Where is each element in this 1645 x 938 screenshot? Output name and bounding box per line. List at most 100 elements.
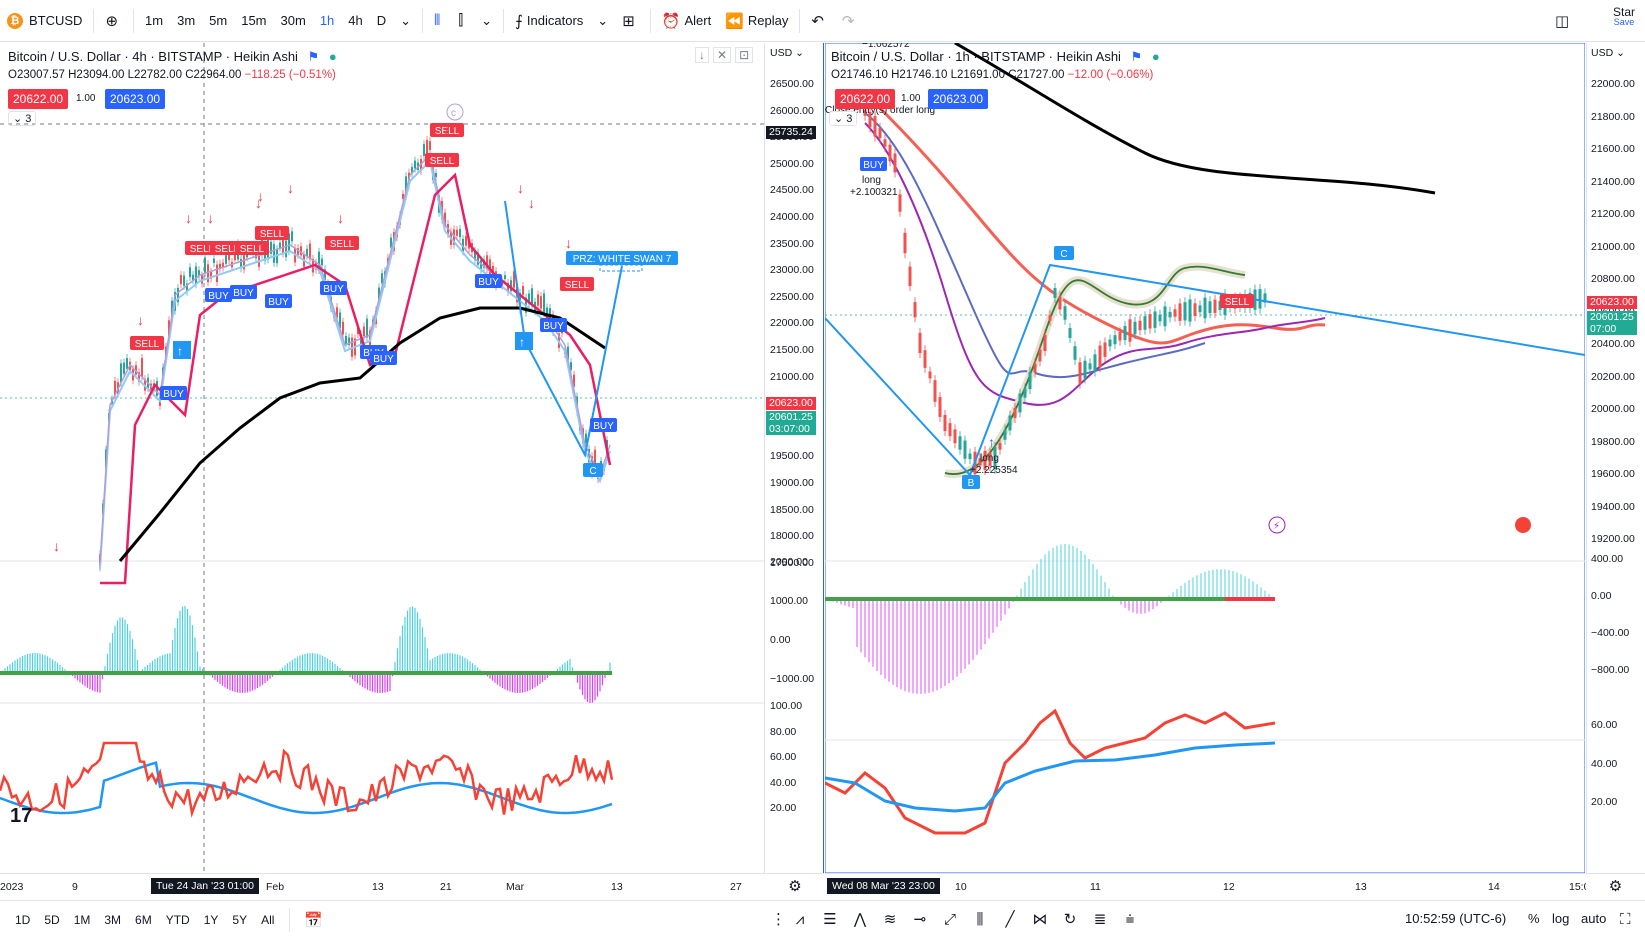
close-icon[interactable]: ✕ (713, 47, 732, 63)
chevron-down-icon: ⌄ (481, 12, 493, 28)
fib-channel-icon[interactable]: ⩧ (1125, 910, 1135, 928)
left-buy-signal-bg (205, 288, 232, 302)
left-sell-price-button[interactable]: 20622.00 (8, 89, 69, 109)
range-3m[interactable]: 3M (104, 912, 122, 927)
range-5d[interactable]: 5D (44, 912, 60, 927)
left-spread: 1.00 (76, 93, 96, 104)
left-candle (282, 239, 284, 254)
bar-style-button[interactable]: ⫴ (427, 0, 451, 42)
lines-icon[interactable]: ☰ (823, 911, 837, 928)
xabcd-pattern-icon[interactable]: ⩘ (795, 910, 805, 928)
star-save-button[interactable]: Star Save (1613, 6, 1635, 27)
interval-3m[interactable]: 3m (177, 13, 196, 28)
right-candle (983, 450, 987, 471)
range-1y[interactable]: 1Y (203, 912, 219, 927)
left-rsi-tick: 40.00 (770, 776, 797, 789)
range-all[interactable]: All (261, 912, 275, 927)
right-price-tick: 20000.00 (1591, 403, 1635, 415)
symbol-search[interactable]: ₿ BTCUSD (0, 0, 89, 42)
left-candle (345, 335, 347, 344)
chart-type-dropdown[interactable]: ⌄ (474, 0, 499, 42)
left-collapse-indicators[interactable]: ⌄ 3 (8, 111, 37, 126)
candle-style-button[interactable]: ⫿ (451, 0, 474, 42)
left-rsi-red (0, 741, 614, 818)
compare-button[interactable]: ⊕ (98, 0, 129, 42)
interval-1h[interactable]: 1h (319, 13, 335, 28)
right-chart-pane[interactable]: B C SELL BUY Close entry(s) order long −1.062… (825, 43, 1585, 873)
left-up-arrow-bg (173, 341, 191, 359)
interval-30m[interactable]: 30m (280, 13, 306, 28)
right-long1-text: long (862, 175, 881, 186)
trend-line-icon[interactable]: ⤢ (943, 910, 956, 928)
left-buy-signal-text: BUY (543, 321, 564, 332)
left-down-arrow: ↓ (257, 188, 264, 204)
fib-spiral-icon[interactable]: ↻ (1063, 911, 1077, 928)
layout-button[interactable]: ⊞ (615, 0, 646, 42)
interval-4h[interactable]: 4h (348, 13, 363, 28)
right-sell-price-button[interactable]: 20622.00 (835, 89, 896, 109)
redo-button[interactable]: ↷ (835, 0, 866, 42)
head-shoulders-icon[interactable]: ⋈ (1032, 911, 1048, 928)
right-buy-price-button[interactable]: 20623.00 (928, 89, 989, 109)
date-range-button[interactable]: 📅 (294, 911, 333, 929)
calendar-icon: 📅 (304, 911, 324, 929)
line-tool-icon[interactable]: ╱ (1005, 911, 1015, 928)
right-candle (1063, 306, 1067, 320)
interval-d[interactable]: D (376, 13, 387, 28)
left-candle (141, 358, 143, 377)
layout-grid-icon: ⊞ (622, 12, 635, 30)
right-collapse-indicators[interactable]: ⌄ 3 (829, 111, 858, 126)
undo-button[interactable]: ↶ (804, 0, 835, 42)
left-buy-signal: BUY (265, 294, 292, 308)
layout-split-button[interactable]: ◫ (1548, 0, 1580, 42)
interval-5m[interactable]: 5m (209, 13, 228, 28)
left-candle (507, 282, 509, 293)
left-buy-signal-bg (475, 274, 502, 288)
clock-timezone[interactable]: 10:52:59 (UTC-6) (1405, 911, 1507, 926)
left-time-axis[interactable]: 2023 9 Feb 13 21 Mar 13 27 Tue 24 Jan '23 01:00 (0, 873, 765, 900)
interval-15m[interactable]: 15m (241, 13, 267, 28)
bitcoin-icon: ₿ (7, 12, 23, 29)
range-1m[interactable]: 1M (73, 912, 91, 927)
horizontal-ray-icon[interactable]: ⊸ (913, 911, 927, 928)
indicators-dropdown[interactable]: ⌄ (590, 0, 615, 42)
range-5y[interactable]: 5Y (232, 912, 248, 927)
right-price-tick: 19200.00 (1591, 533, 1635, 545)
left-candle (126, 358, 128, 369)
right-sell-signal-text: SELL (1225, 297, 1250, 308)
alert-button[interactable]: ⏰ Alert (655, 0, 718, 42)
curve-icon[interactable]: ≋ (883, 911, 897, 928)
replay-button[interactable]: ⏪ Replay (718, 0, 795, 42)
right-chart-canvas[interactable]: B C SELL BUY Close entry(s) order long −1.062… (825, 43, 1585, 873)
log-toggle[interactable]: log (1552, 911, 1570, 926)
right-time-axis[interactable]: 10 11 12 13 14 15:00 Wed 08 Mar '23 23:00 (825, 873, 1595, 900)
auto-toggle[interactable]: auto (1581, 911, 1607, 926)
right-currency-label[interactable]: USD ⌄ (1591, 47, 1625, 59)
abcd-pattern-icon[interactable]: ⋀ (853, 911, 867, 928)
interval-dropdown[interactable]: ⌄ (393, 0, 418, 42)
left-buy-price-button[interactable]: 20623.00 (105, 89, 166, 109)
left-candle (381, 273, 383, 284)
left-price-axis[interactable]: USD ⌄ 26500.0026000.0025500.0025000.0024… (766, 43, 824, 873)
drag-handle-icon[interactable]: ⋮ (771, 911, 786, 928)
parallel-channel-icon[interactable]: ⫼ (976, 910, 984, 928)
left-currency-label[interactable]: USD ⌄ (770, 47, 804, 59)
range-6m[interactable]: 6M (135, 912, 152, 927)
fib-retracement-icon[interactable]: ≣ (1093, 911, 1107, 928)
fullscreen-button[interactable]: ⛶ (1620, 911, 1631, 928)
right-axis-settings[interactable]: ⚙ (1586, 873, 1645, 900)
right-price-axis[interactable]: USD ⌄ 22000.00 21800.00 21600.00 21400.00 21… (1586, 43, 1645, 873)
left-ohlc: O23007.57 H23094.00 L22782.00 C22964.00 … (8, 69, 336, 81)
range-ytd[interactable]: YTD (165, 912, 190, 927)
interval-1m[interactable]: 1m (145, 13, 164, 28)
scroll-down-icon[interactable]: ↓ (695, 47, 709, 63)
indicators-button[interactable]: ⨍ Indicators (508, 0, 590, 42)
percent-toggle[interactable]: % (1528, 911, 1540, 926)
left-axis-settings[interactable]: ⚙ (766, 873, 824, 900)
right-long1-value: +2.100321 (850, 187, 898, 198)
range-1d[interactable]: 1D (15, 912, 31, 927)
right-candle (1163, 306, 1167, 327)
maximize-icon[interactable]: ⊡ (735, 47, 754, 63)
